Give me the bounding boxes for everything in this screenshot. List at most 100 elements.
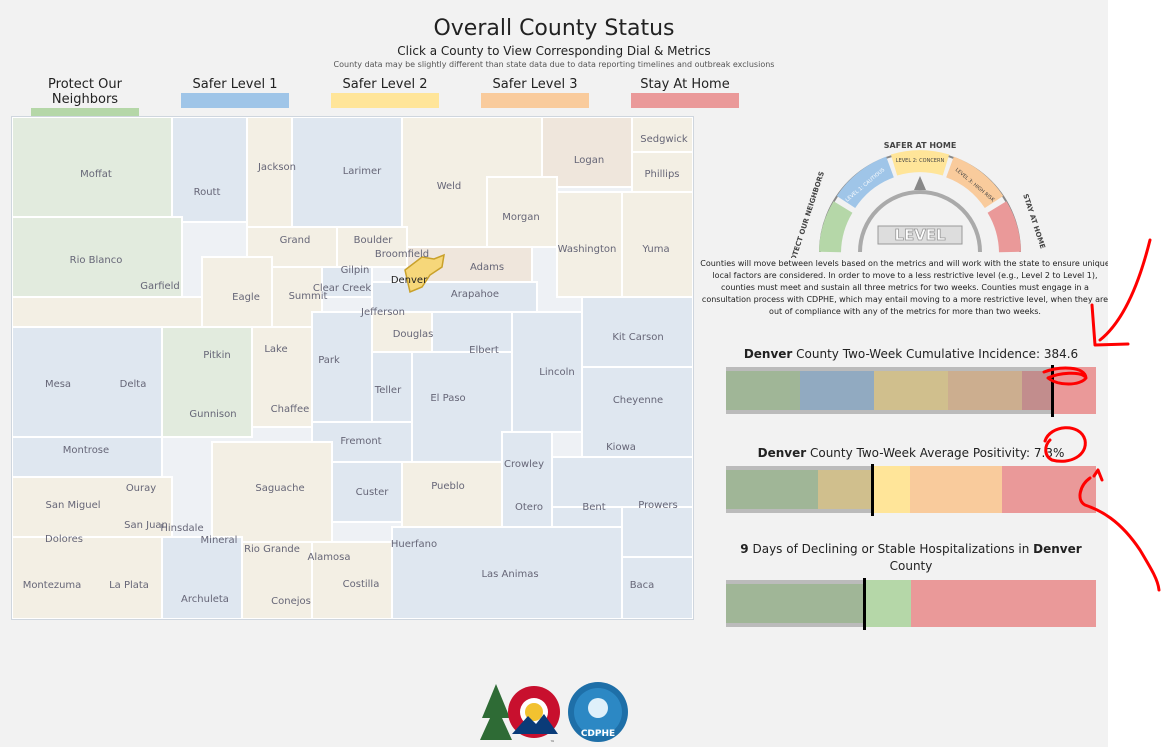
county-label-otero[interactable]: Otero <box>515 502 543 513</box>
county-label-pitkin[interactable]: Pitkin <box>203 350 230 361</box>
county-label-clear-creek[interactable]: Clear Creek <box>313 283 372 294</box>
legend-label: Safer Level 3 <box>492 77 578 92</box>
county-label-boulder[interactable]: Boulder <box>354 235 394 246</box>
county-montezuma[interactable] <box>12 536 163 619</box>
county-park[interactable] <box>311 311 373 423</box>
county-montrose[interactable] <box>12 436 163 478</box>
county-label-pueblo[interactable]: Pueblo <box>431 481 465 492</box>
county-label-huerfano[interactable]: Huerfano <box>391 539 437 550</box>
county-label-moffat[interactable]: Moffat <box>80 169 112 180</box>
county-label-logan[interactable]: Logan <box>574 155 604 166</box>
county-label-grand[interactable]: Grand <box>280 235 311 246</box>
county-lake[interactable] <box>251 326 313 428</box>
county-label-sedgwick[interactable]: Sedgwick <box>640 134 688 145</box>
county-san-miguel[interactable] <box>12 476 173 538</box>
county-label-lake[interactable]: Lake <box>264 344 287 355</box>
county-label-teller[interactable]: Teller <box>374 385 402 396</box>
county-boulder[interactable] <box>336 226 408 268</box>
county-label-montezuma[interactable]: Montezuma <box>23 580 82 591</box>
county-label-routt[interactable]: Routt <box>194 187 221 198</box>
county-pueblo[interactable] <box>401 461 503 528</box>
county-label-san-miguel[interactable]: San Miguel <box>45 500 100 511</box>
county-label-eagle[interactable]: Eagle <box>232 292 260 303</box>
county-washington[interactable] <box>556 191 623 298</box>
county-label-las-animas[interactable]: Las Animas <box>481 569 538 580</box>
county-conejos[interactable] <box>241 541 313 619</box>
county-label-chaffee[interactable]: Chaffee <box>271 404 310 415</box>
county-label-douglas[interactable]: Douglas <box>393 329 434 340</box>
county-label-kiowa[interactable]: Kiowa <box>606 442 636 453</box>
county-label-alamosa[interactable]: Alamosa <box>308 552 351 563</box>
county-label-baca[interactable]: Baca <box>630 580 655 591</box>
county-denver-highlight[interactable] <box>404 253 445 294</box>
county-label-yuma[interactable]: Yuma <box>641 244 669 255</box>
county-label-saguache[interactable]: Saguache <box>255 483 304 494</box>
county-label-adams[interactable]: Adams <box>470 262 504 273</box>
county-label-summit[interactable]: Summit <box>289 291 328 302</box>
county-label-ouray[interactable]: Ouray <box>126 483 156 494</box>
county-label-arapahoe[interactable]: Arapahoe <box>451 289 499 300</box>
county-mesa[interactable] <box>12 326 163 438</box>
county-prowers[interactable] <box>621 506 693 558</box>
county-label-larimer[interactable]: Larimer <box>343 166 382 177</box>
county-moffat[interactable] <box>12 117 173 218</box>
county-lincoln[interactable] <box>511 311 583 433</box>
county-label-rio-grande[interactable]: Rio Grande <box>244 544 300 555</box>
county-garfield[interactable] <box>12 296 203 328</box>
county-label-weld[interactable]: Weld <box>437 181 462 192</box>
county-clear-creek[interactable] <box>321 266 373 298</box>
county-label-prowers[interactable]: Prowers <box>638 500 678 511</box>
county-label-jefferson[interactable]: Jefferson <box>360 307 405 318</box>
county-morgan[interactable] <box>486 176 558 248</box>
dial-level3-segment <box>945 156 1004 209</box>
county-label-delta[interactable]: Delta <box>120 379 147 390</box>
county-routt[interactable] <box>171 117 248 223</box>
county-label-lincoln[interactable]: Lincoln <box>539 367 574 378</box>
county-crowley-otero[interactable] <box>501 431 553 543</box>
county-gunnison[interactable] <box>161 326 253 438</box>
county-label-jackson[interactable]: Jackson <box>257 162 296 173</box>
county-label-morgan[interactable]: Morgan <box>502 212 540 223</box>
county-label-washington[interactable]: Washington <box>558 244 617 255</box>
county-label-bent[interactable]: Bent <box>582 502 605 513</box>
county-label-custer[interactable]: Custer <box>356 487 390 498</box>
county-label-mineral[interactable]: Mineral <box>201 535 238 546</box>
county-label-gunnison[interactable]: Gunnison <box>189 409 236 420</box>
county-label-la-plata[interactable]: La Plata <box>109 580 149 591</box>
county-label-fremont[interactable]: Fremont <box>340 436 381 447</box>
county-label-elbert[interactable]: Elbert <box>469 345 499 356</box>
county-archuleta[interactable] <box>161 536 243 619</box>
county-label-san-juan[interactable]: San Juan <box>124 520 168 531</box>
county-el-paso[interactable] <box>411 351 513 463</box>
county-label-broomfield[interactable]: Broomfield <box>375 249 429 260</box>
county-label-phillips[interactable]: Phillips <box>644 169 679 180</box>
county-label-hinsdale[interactable]: Hinsdale <box>160 523 203 534</box>
county-label-kit-carson[interactable]: Kit Carson <box>612 332 663 343</box>
county-logan[interactable] <box>541 117 633 188</box>
county-teller[interactable] <box>371 351 413 423</box>
county-label-garfield[interactable]: Garfield <box>140 281 180 292</box>
county-rio-blanco[interactable] <box>12 216 183 298</box>
county-cheyenne[interactable] <box>581 366 693 458</box>
colorado-county-map[interactable]: Moffat Routt Jackson Larimer Weld Logan Sedgwi… <box>11 116 694 620</box>
county-label-el-paso[interactable]: El Paso <box>430 393 465 404</box>
county-yuma[interactable] <box>621 191 693 298</box>
county-kit-carson[interactable] <box>581 296 693 368</box>
county-label-denver[interactable]: Denver <box>391 275 428 286</box>
county-map-svg[interactable]: Moffat Routt Jackson Larimer Weld Logan Sedgwi… <box>12 117 693 619</box>
county-label-cheyenne[interactable]: Cheyenne <box>613 395 663 406</box>
county-label-archuleta[interactable]: Archuleta <box>181 594 229 605</box>
county-label-gilpin[interactable]: Gilpin <box>341 265 370 276</box>
county-saguache[interactable] <box>211 441 333 543</box>
county-label-park[interactable]: Park <box>318 355 340 366</box>
hospital-days: 9 <box>740 542 749 556</box>
county-label-mesa[interactable]: Mesa <box>45 379 71 390</box>
county-baca[interactable] <box>621 556 693 619</box>
county-label-costilla[interactable]: Costilla <box>343 579 380 590</box>
county-label-montrose[interactable]: Montrose <box>63 445 109 456</box>
county-label-conejos[interactable]: Conejos <box>271 596 311 607</box>
county-label-dolores[interactable]: Dolores <box>45 534 83 545</box>
county-label-rio-blanco[interactable]: Rio Blanco <box>70 255 123 266</box>
county-label-crowley[interactable]: Crowley <box>504 459 544 470</box>
county-phillips[interactable] <box>631 151 693 193</box>
